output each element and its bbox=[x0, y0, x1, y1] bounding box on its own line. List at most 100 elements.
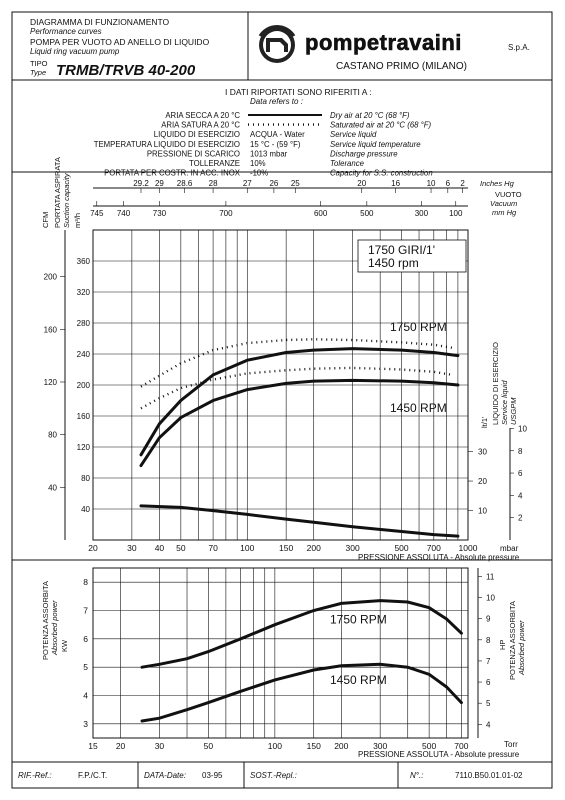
mmhg-tick-label: 100 bbox=[449, 209, 463, 218]
x-tick-label: 20 bbox=[88, 543, 98, 553]
hp-tick-label: 8 bbox=[486, 636, 491, 645]
condition-label-en: Capacity for S.S. construction bbox=[330, 169, 433, 178]
x-tick-label: 1000 bbox=[459, 543, 478, 553]
inhg-tick-label: 2 bbox=[460, 179, 465, 188]
x-tick-label: 50 bbox=[176, 543, 186, 553]
capacity-series-0 bbox=[139, 347, 460, 457]
tipo-label: TIPO bbox=[30, 59, 48, 68]
condition-label-en: Dry air at 20 °C (68 °F) bbox=[330, 111, 410, 120]
footer-rif-value: F.P./C.T. bbox=[78, 771, 107, 780]
power-label-right: POTENZA ASSORBITA bbox=[508, 601, 517, 680]
condition-label: PORTATA PER COSTR. IN ACC. INOX bbox=[104, 169, 241, 178]
hp-axis-unit: HP bbox=[498, 640, 507, 650]
inhg-tick-label: 25 bbox=[291, 179, 300, 188]
brand-logo-icon bbox=[258, 25, 296, 63]
kw-tick-label: 6 bbox=[83, 634, 88, 644]
m3h-tick-label: 120 bbox=[77, 443, 91, 452]
x-tick-label: 70 bbox=[208, 543, 218, 553]
kw-tick-label: 5 bbox=[83, 662, 88, 672]
footer-date-label: DATA-Date: bbox=[144, 771, 186, 780]
inhg-tick-label: 28 bbox=[209, 179, 218, 188]
brand-suffix: S.p.A. bbox=[508, 43, 530, 52]
footer-date-value: 03-95 bbox=[202, 771, 223, 780]
condition-label-en: Saturated air at 20 °C (68 °F) bbox=[330, 121, 432, 130]
capacity-series-label: 1450 RPM bbox=[390, 401, 447, 415]
hp-tick-label: 6 bbox=[486, 678, 491, 687]
x-tick-label: 30 bbox=[127, 543, 137, 553]
m3h-tick-label: 160 bbox=[77, 412, 91, 421]
power-series-0 bbox=[140, 599, 463, 669]
condition-value: ACQUA - Water bbox=[250, 130, 305, 139]
torr-tick-label: 100 bbox=[268, 741, 282, 751]
condition-label-en: Tolerance bbox=[330, 159, 365, 168]
mmhg-tick-label: 300 bbox=[415, 209, 429, 218]
condition-label: TEMPERATURA LIQUIDO DI ESERCIZIO bbox=[94, 140, 240, 149]
condition-value: -10% bbox=[250, 169, 268, 178]
torr-tick-label: 300 bbox=[373, 741, 387, 751]
capacity-series-1 bbox=[139, 378, 460, 468]
x-axis-label: PRESSIONE ASSOLUTA - Absolute pressure bbox=[358, 553, 520, 562]
location: CASTANO PRIMO (MILANO) bbox=[336, 61, 467, 72]
header-line-2: Performance curves bbox=[30, 27, 102, 36]
kw-axis-unit: KW bbox=[60, 639, 69, 652]
inhg-tick-label: 29.2 bbox=[133, 179, 149, 188]
torr-axis-unit: Torr bbox=[504, 740, 518, 749]
condition-label-en: Service liquid temperature bbox=[330, 140, 421, 149]
m3h-tick-label: 80 bbox=[81, 474, 90, 483]
inhg-tick-label: 29 bbox=[155, 179, 164, 188]
condition-label-en: Discharge pressure bbox=[330, 149, 398, 158]
suction-capacity-label-en: Suction capacity bbox=[62, 172, 71, 228]
mmhg-tick-label: 730 bbox=[153, 209, 167, 218]
kw-tick-label: 4 bbox=[83, 691, 88, 701]
footer-rif-label: RIF.-Ref.: bbox=[18, 771, 52, 780]
liquid-usgpm-tick-label: 2 bbox=[518, 514, 523, 523]
cfm-tick-label: 200 bbox=[44, 273, 58, 282]
torr-tick-label: 20 bbox=[116, 741, 126, 751]
condition-value: 15 °C - (59 °F) bbox=[250, 140, 301, 149]
m3h-tick-label: 320 bbox=[77, 288, 91, 297]
inhg-tick-label: 28.6 bbox=[177, 179, 193, 188]
m3h-tick-label: 240 bbox=[77, 350, 91, 359]
inhg-tick-label: 20 bbox=[357, 179, 366, 188]
condition-label: LIQUIDO DI ESERCIZIO bbox=[154, 130, 240, 139]
mmhg-tick-label: 700 bbox=[219, 209, 233, 218]
power-series-1 bbox=[140, 662, 463, 723]
torr-tick-label: 700 bbox=[454, 741, 468, 751]
service-liquid-label-en: Service liquid bbox=[500, 380, 509, 425]
m3h-axis-unit: m³/h bbox=[73, 213, 82, 228]
inhg-tick-label: 10 bbox=[427, 179, 436, 188]
condition-label: TOLLERANZE bbox=[189, 159, 240, 168]
usgpm-axis-unit: USGPM bbox=[509, 397, 518, 425]
x-tick-label: 500 bbox=[394, 543, 408, 553]
power-label: POTENZA ASSORBITA bbox=[41, 581, 50, 660]
inhg-tick-label: 26 bbox=[269, 179, 278, 188]
x-axis-unit: mbar bbox=[500, 544, 519, 553]
x-tick-label: 40 bbox=[155, 543, 165, 553]
type-label: Type bbox=[30, 68, 46, 77]
m3h-tick-label: 40 bbox=[81, 505, 90, 514]
brand-name: pompetravaini bbox=[305, 30, 462, 55]
hp-tick-label: 9 bbox=[486, 615, 491, 624]
footer-sost-label: SOST.-Repl.: bbox=[250, 771, 297, 780]
liquid-ltmin-tick-label: 20 bbox=[478, 477, 487, 486]
header-line-4: Liquid ring vacuum pump bbox=[30, 47, 120, 56]
mmhg-tick-label: 740 bbox=[117, 209, 131, 218]
mmhg-tick-label: 500 bbox=[360, 209, 374, 218]
torr-tick-label: 30 bbox=[155, 741, 165, 751]
conditions-heading: I DATI RIPORTATI SONO RIFERITI A : bbox=[225, 87, 372, 97]
hp-tick-label: 10 bbox=[486, 594, 495, 603]
header-line-1: DIAGRAMMA DI FUNZIONAMENTO bbox=[30, 17, 170, 27]
hp-tick-label: 5 bbox=[486, 699, 491, 708]
cfm-tick-label: 120 bbox=[44, 378, 58, 387]
speed-box-label-2: 1450 rpm bbox=[368, 256, 419, 270]
cfm-tick-label: 160 bbox=[44, 325, 58, 334]
footer-n-value: 7110.B50.01.01-02 bbox=[455, 771, 523, 780]
torr-tick-label: 50 bbox=[204, 741, 214, 751]
sheet-border bbox=[11, 11, 553, 789]
torr-tick-label: 200 bbox=[334, 741, 348, 751]
mmhg-tick-label: 600 bbox=[314, 209, 328, 218]
power-label-right-en: Absorbed power bbox=[517, 620, 526, 676]
kw-tick-label: 7 bbox=[83, 606, 88, 616]
